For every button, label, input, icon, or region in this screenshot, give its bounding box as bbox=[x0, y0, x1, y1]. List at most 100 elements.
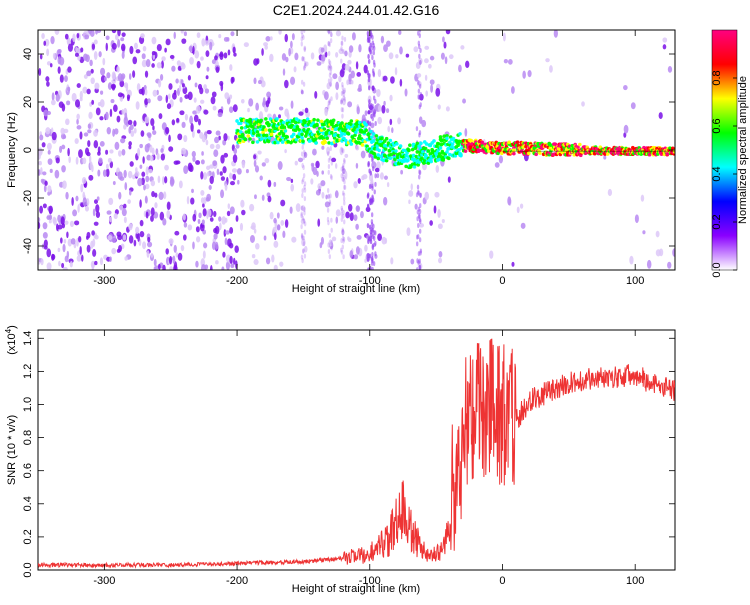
spectrogram-cell bbox=[88, 155, 92, 164]
spectrogram-cell bbox=[327, 242, 330, 248]
spectrogram-cell bbox=[340, 173, 343, 179]
spectrogram-cell bbox=[418, 264, 422, 270]
spectrogram-cell bbox=[370, 122, 375, 129]
spectrogram-cell bbox=[46, 61, 51, 66]
spectrogram-cell bbox=[419, 93, 424, 101]
spectrogram-cell bbox=[157, 79, 162, 88]
spectrogram-cell bbox=[397, 117, 401, 125]
spectrogram-cell bbox=[172, 255, 176, 264]
spectrogram-cell bbox=[55, 93, 60, 102]
spectrogram-cell bbox=[327, 194, 331, 200]
x-tick-label: -300 bbox=[93, 575, 115, 587]
spectrogram-cell bbox=[192, 110, 198, 115]
spectrogram-ridge-cell bbox=[416, 163, 421, 167]
spectrogram-cell bbox=[113, 213, 118, 220]
spectrogram-cell bbox=[329, 64, 332, 70]
spectrogram-cell bbox=[46, 248, 52, 258]
spectrogram-cell bbox=[229, 180, 236, 186]
spectrogram-cell bbox=[75, 195, 79, 202]
spectrogram-cell bbox=[489, 250, 494, 259]
spectrogram-cell bbox=[300, 234, 304, 240]
spectrogram-ridge-cell bbox=[439, 142, 444, 147]
spectrogram-cell bbox=[205, 139, 209, 146]
spectrogram-cell bbox=[60, 127, 65, 135]
spectrogram-cell bbox=[303, 245, 308, 253]
spectrogram-cell bbox=[205, 197, 210, 202]
spectrogram-cell bbox=[335, 52, 339, 58]
spectrogram-cell bbox=[377, 233, 382, 242]
spectrogram-cell bbox=[377, 116, 383, 125]
spectrogram-ridge-cell bbox=[463, 149, 468, 153]
spectrogram-cell bbox=[343, 159, 346, 165]
spectrogram-cell bbox=[338, 75, 342, 83]
spectrogram-cell bbox=[416, 209, 420, 215]
spectrogram-cell bbox=[133, 42, 138, 50]
y-tick-label: 0.6 bbox=[22, 463, 34, 478]
spectrogram-cell bbox=[105, 149, 109, 155]
spectrogram-cell bbox=[629, 255, 634, 265]
spectrogram-cell bbox=[235, 144, 240, 149]
spectrogram-cell bbox=[329, 193, 332, 199]
spectrogram-cell bbox=[341, 64, 345, 70]
spectrogram-ridge-cell bbox=[388, 156, 393, 161]
spectrogram-cell bbox=[206, 171, 210, 177]
spectrogram-cell bbox=[445, 30, 451, 35]
spectrogram-cell bbox=[149, 155, 154, 162]
spectrogram-cell bbox=[202, 172, 208, 180]
spectrogram-cell bbox=[167, 93, 171, 100]
spectrogram-cell bbox=[445, 106, 450, 112]
spectrogram-cell bbox=[371, 34, 374, 40]
spectrogram-cell bbox=[321, 191, 325, 199]
spectrogram-cell bbox=[288, 47, 291, 57]
spectrogram-cell bbox=[301, 33, 304, 39]
spectrogram-cell bbox=[304, 107, 309, 114]
spectrogram-cell bbox=[418, 83, 422, 89]
spectrogram-cell bbox=[437, 223, 443, 230]
spectrogram-cell bbox=[297, 157, 304, 163]
spectrogram-cell bbox=[303, 210, 306, 216]
spectrogram-ridge-cell bbox=[647, 152, 652, 157]
spectrogram-cell bbox=[303, 187, 307, 193]
spectrogram-cell bbox=[278, 114, 281, 119]
spectrogram-cell bbox=[437, 104, 441, 110]
spectrogram-cell bbox=[358, 44, 362, 53]
spectrogram-cell bbox=[108, 216, 112, 223]
spectrogram-cell bbox=[415, 61, 421, 70]
spectrogram-cell bbox=[87, 129, 92, 134]
spectrogram-cell bbox=[341, 70, 344, 76]
spectrogram-ridge-cell bbox=[348, 139, 353, 143]
spectrogram-cell bbox=[184, 94, 189, 99]
spectrogram-cell bbox=[208, 185, 212, 190]
spectrogram-cell bbox=[324, 108, 328, 117]
spectrogram-cell bbox=[66, 100, 71, 106]
spectrogram-cell bbox=[116, 66, 120, 73]
spectrogram-cell bbox=[67, 147, 70, 157]
spectrogram-cell bbox=[419, 91, 423, 97]
spectrogram-cell bbox=[324, 51, 328, 58]
spectrogram-cell bbox=[327, 100, 330, 106]
spectrogram-cell bbox=[389, 94, 393, 102]
spectrogram-cell bbox=[214, 241, 219, 250]
spectrogram-cell bbox=[132, 56, 138, 65]
spectrogram-cell bbox=[87, 140, 91, 148]
spectrogram-ridge-cell bbox=[371, 139, 376, 143]
spectrogram-cell bbox=[188, 45, 193, 52]
spectrogram-ridge-cell bbox=[487, 149, 491, 153]
spectrogram-cell bbox=[118, 191, 122, 200]
spectrogram-cell bbox=[45, 76, 50, 82]
spectrogram-ridge-cell bbox=[458, 132, 462, 136]
spectrogram-cell bbox=[253, 259, 259, 266]
spectrogram-cell bbox=[187, 224, 193, 231]
spectrogram-cell bbox=[372, 95, 376, 101]
spectrogram-cell bbox=[328, 239, 333, 247]
spectrogram-cell bbox=[383, 44, 388, 53]
spectrogram-cell bbox=[201, 38, 206, 47]
spectrogram-ridge-cell bbox=[373, 155, 378, 159]
spectrogram-cell bbox=[344, 50, 348, 57]
spectrogram-cell bbox=[67, 86, 71, 92]
spectrogram-cell bbox=[206, 208, 212, 218]
spectrogram-ridge-cell bbox=[410, 147, 415, 152]
spectrogram-cell bbox=[291, 33, 295, 41]
spectrogram-cell bbox=[109, 256, 112, 262]
colorbar-tick-label: 0.0 bbox=[711, 262, 723, 277]
